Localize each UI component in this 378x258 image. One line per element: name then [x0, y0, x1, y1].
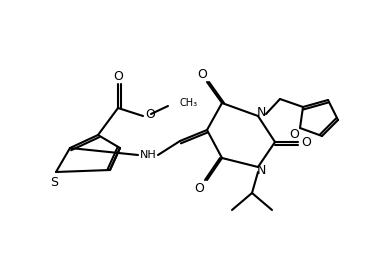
Text: O: O — [289, 127, 299, 141]
Text: O: O — [113, 69, 123, 83]
Text: N: N — [256, 107, 266, 119]
Text: O: O — [194, 181, 204, 195]
Text: N: N — [256, 164, 266, 176]
Text: O: O — [301, 135, 311, 149]
Text: CH₃: CH₃ — [180, 98, 198, 108]
Text: O: O — [197, 68, 207, 80]
Text: S: S — [50, 175, 58, 189]
Text: NH: NH — [139, 150, 156, 160]
Text: O: O — [145, 108, 155, 120]
